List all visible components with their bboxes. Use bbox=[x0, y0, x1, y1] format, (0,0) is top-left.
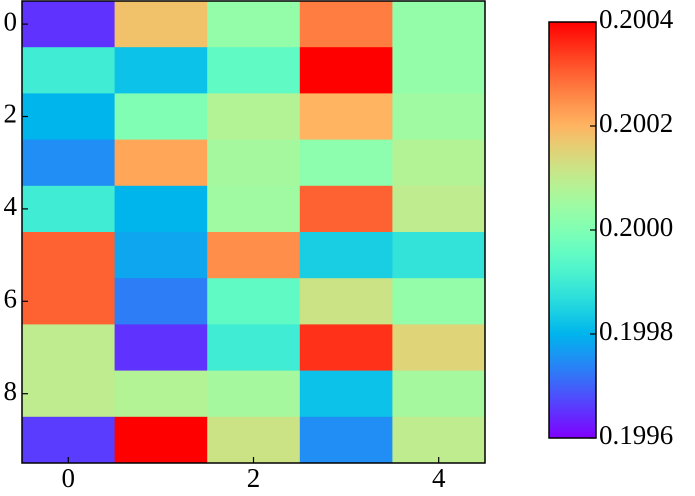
heatmap-cell bbox=[299, 1, 393, 48]
heatmap-cell bbox=[207, 370, 301, 418]
heatmap-cell bbox=[207, 185, 301, 233]
colorbar-tick-label: 0.2002 bbox=[599, 108, 673, 138]
heatmap-cell bbox=[392, 1, 486, 48]
heatmap-cell bbox=[22, 370, 116, 418]
heatmap-cell bbox=[299, 416, 393, 464]
heatmap-cell bbox=[207, 1, 301, 48]
heatmap-cell bbox=[392, 93, 486, 141]
heatmap-cell bbox=[207, 232, 301, 279]
heatmap-cell bbox=[114, 93, 208, 141]
y-tick-label: 8 bbox=[4, 376, 18, 406]
heatmap-cell bbox=[299, 370, 393, 418]
heatmap-cell bbox=[392, 416, 486, 464]
heatmap-cell bbox=[299, 278, 393, 325]
x-tick-label: 0 bbox=[62, 463, 76, 493]
heatmap-cell bbox=[22, 232, 116, 279]
heatmap-cell bbox=[299, 324, 393, 372]
heatmap-cell bbox=[114, 324, 208, 372]
y-tick-label: 2 bbox=[4, 99, 18, 129]
heatmap-cell bbox=[114, 185, 208, 233]
heatmap-cell bbox=[114, 232, 208, 279]
heatmap-cell bbox=[207, 278, 301, 325]
heatmap-cell bbox=[22, 185, 116, 233]
heatmap-cell bbox=[114, 370, 208, 418]
heatmap-cell bbox=[22, 278, 116, 325]
heatmap-cell bbox=[207, 93, 301, 141]
heatmap-cell bbox=[392, 278, 486, 325]
heatmap-cell bbox=[22, 47, 116, 94]
heatmap-cell bbox=[392, 324, 486, 372]
heatmap-cell bbox=[392, 47, 486, 94]
heatmap-cell bbox=[392, 370, 486, 418]
heatmap-cell bbox=[114, 278, 208, 325]
heatmap-cell bbox=[392, 232, 486, 279]
colorbar-tick-label: 0.1998 bbox=[599, 316, 673, 346]
heatmap-cell bbox=[114, 416, 208, 464]
colorbar-tick-label: 0.2000 bbox=[599, 212, 673, 242]
heatmap-cell bbox=[114, 1, 208, 48]
heatmap-cell bbox=[392, 139, 486, 187]
heatmap-cell bbox=[299, 232, 393, 279]
x-tick-label: 4 bbox=[432, 463, 446, 493]
heatmap-cell bbox=[392, 185, 486, 233]
heatmap-cell bbox=[114, 139, 208, 187]
heatmap-cell bbox=[207, 47, 301, 94]
colorbar bbox=[548, 21, 597, 439]
heatmap-cell bbox=[22, 93, 116, 141]
heatmap-cell bbox=[207, 416, 301, 464]
heatmap-cell bbox=[207, 324, 301, 372]
heatmap-cell bbox=[299, 47, 393, 94]
heatmap-cell bbox=[22, 324, 116, 372]
y-tick-label: 4 bbox=[4, 191, 18, 221]
heatmap-cell bbox=[299, 93, 393, 141]
heatmap-cell bbox=[22, 139, 116, 187]
heatmap-cell bbox=[22, 416, 116, 464]
heatmap-cell bbox=[299, 185, 393, 233]
colorbar-tick-label: 0.2004 bbox=[599, 4, 674, 34]
heatmap-cell bbox=[22, 1, 116, 48]
y-tick-label: 0 bbox=[4, 6, 18, 36]
colorbar-tick-label: 0.1996 bbox=[599, 420, 673, 450]
heatmap-cell bbox=[299, 139, 393, 187]
y-tick-label: 6 bbox=[4, 284, 18, 314]
x-tick-label: 2 bbox=[247, 463, 261, 493]
heatmap-cell bbox=[207, 139, 301, 187]
heatmap-cell bbox=[114, 47, 208, 94]
